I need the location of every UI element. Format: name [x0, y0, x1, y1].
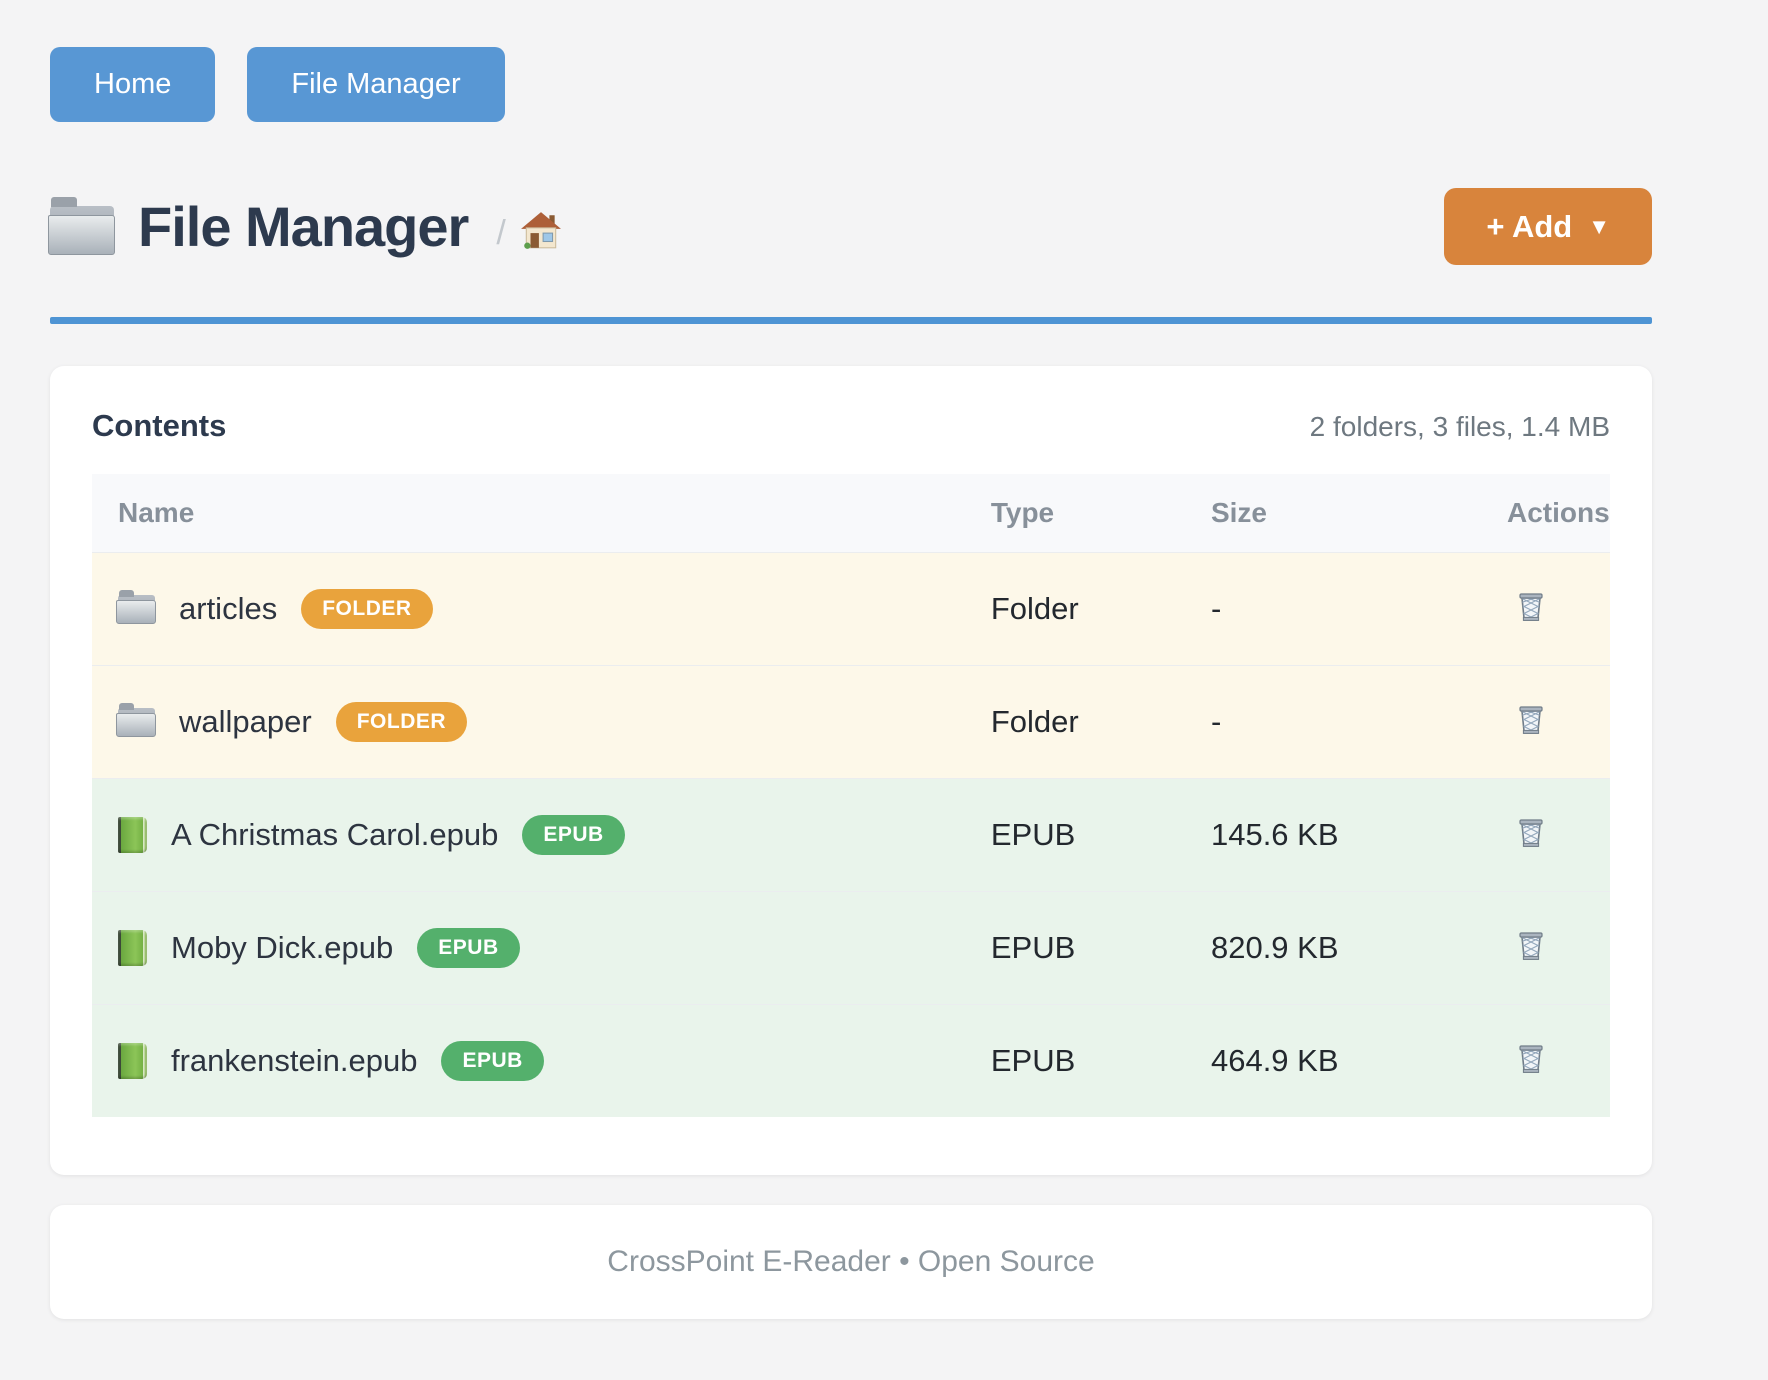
column-header-actions: Actions: [1480, 474, 1610, 552]
file-name: wallpaper: [179, 703, 312, 739]
table-header-row: Name Type Size Actions: [92, 474, 1610, 552]
name-cell: frankenstein.epub EPUB: [118, 1005, 965, 1117]
breadcrumb: /: [496, 210, 561, 257]
type-cell: EPUB: [964, 890, 1185, 1004]
delete-button[interactable]: [1507, 922, 1555, 973]
contents-title: Contents: [92, 408, 227, 443]
file-icon: [118, 816, 147, 853]
contents-card: Contents 2 folders, 3 files, 1.4 MB Name…: [50, 366, 1652, 1175]
trash-icon: [1519, 931, 1543, 960]
footer: CrossPoint E-Reader • Open Source: [50, 1204, 1652, 1319]
footer-text: CrossPoint E-Reader • Open Source: [607, 1244, 1095, 1278]
delete-button[interactable]: [1507, 696, 1555, 747]
trash-icon: [1519, 592, 1543, 621]
name-cell: wallpaper FOLDER: [116, 666, 965, 778]
trash-icon: [1519, 818, 1543, 847]
top-nav: Home File Manager: [50, 47, 1652, 122]
actions-cell: [1480, 890, 1610, 1004]
chevron-down-icon: ▼: [1588, 213, 1610, 239]
file-type-badge: FOLDER: [301, 588, 433, 629]
name-cell: Moby Dick.epub EPUB: [118, 892, 965, 1004]
breadcrumb-separator: /: [496, 214, 506, 252]
delete-button[interactable]: [1507, 1035, 1555, 1086]
actions-cell: [1480, 1003, 1610, 1117]
file-icon: [116, 702, 156, 737]
add-button[interactable]: + Add ▼: [1444, 188, 1652, 265]
column-header-size: Size: [1184, 474, 1481, 552]
file-name: articles: [179, 590, 278, 626]
table-row[interactable]: wallpaper FOLDER Folder -: [92, 664, 1610, 778]
table-row[interactable]: A Christmas Carol.epub EPUB EPUB 145.6 K…: [92, 777, 1610, 891]
name-cell: A Christmas Carol.epub EPUB: [118, 779, 965, 891]
file-type-badge: EPUB: [441, 1040, 544, 1081]
file-type-badge: FOLDER: [335, 701, 468, 742]
nav-home-button[interactable]: Home: [50, 47, 216, 122]
table-row[interactable]: frankenstein.epub EPUB EPUB 464.9 KB: [92, 1003, 1610, 1117]
title-divider: [50, 317, 1652, 324]
file-icon: [116, 589, 156, 624]
add-button-label: + Add: [1486, 208, 1573, 244]
contents-summary: 2 folders, 3 files, 1.4 MB: [1309, 411, 1610, 442]
type-cell: EPUB: [964, 1003, 1185, 1117]
table-row[interactable]: Moby Dick.epub EPUB EPUB 820.9 KB: [92, 890, 1610, 1004]
delete-button[interactable]: [1507, 583, 1555, 634]
size-cell: -: [1184, 664, 1481, 778]
type-cell: EPUB: [964, 777, 1185, 891]
size-cell: 145.6 KB: [1184, 777, 1481, 891]
name-cell: articles FOLDER: [116, 553, 965, 665]
file-table: Name Type Size Actions articles FOLDER F…: [92, 474, 1610, 1117]
file-icon: [118, 929, 147, 966]
file-type-badge: EPUB: [522, 814, 625, 855]
actions-cell: [1480, 664, 1610, 778]
nav-file-manager-button[interactable]: File Manager: [247, 47, 505, 122]
page-title: File Manager: [138, 195, 469, 258]
actions-cell: [1480, 777, 1610, 891]
home-icon[interactable]: [520, 210, 562, 257]
trash-icon: [1519, 705, 1543, 734]
size-cell: 820.9 KB: [1184, 890, 1481, 1004]
actions-cell: [1480, 551, 1610, 665]
type-cell: Folder: [964, 664, 1185, 778]
file-name: Moby Dick.epub: [171, 929, 394, 965]
file-icon: [118, 1042, 147, 1079]
type-cell: Folder: [964, 551, 1185, 665]
file-table-body: articles FOLDER Folder -: [92, 551, 1610, 1117]
table-row[interactable]: articles FOLDER Folder -: [92, 551, 1610, 665]
folder-icon: [48, 196, 115, 255]
column-header-name: Name: [92, 474, 965, 552]
file-name: frankenstein.epub: [171, 1042, 418, 1078]
file-name: A Christmas Carol.epub: [171, 816, 499, 852]
column-header-type: Type: [964, 474, 1185, 552]
file-type-badge: EPUB: [417, 927, 520, 968]
size-cell: -: [1184, 551, 1481, 665]
delete-button[interactable]: [1507, 809, 1555, 860]
page-header: File Manager / + Add ▼: [48, 188, 1652, 265]
page: Home File Manager File Manager / + Add ▼: [48, 0, 1652, 1319]
trash-icon: [1519, 1044, 1543, 1073]
size-cell: 464.9 KB: [1184, 1003, 1481, 1117]
